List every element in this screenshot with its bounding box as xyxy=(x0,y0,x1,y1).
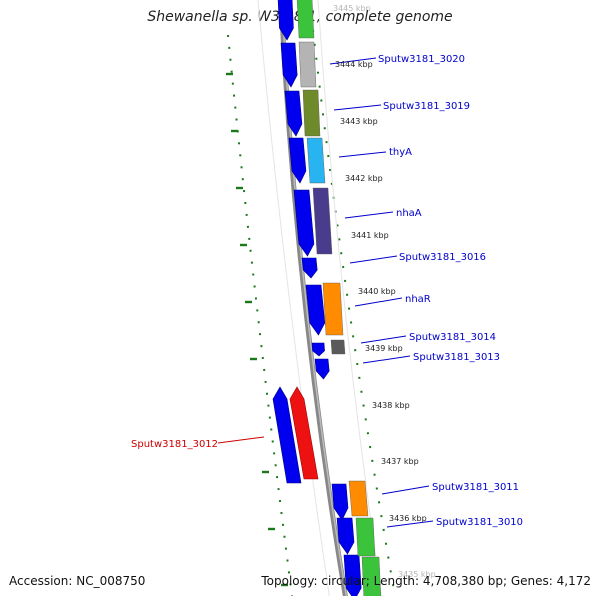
label-leader-line xyxy=(333,104,382,111)
cog-feature xyxy=(355,517,376,557)
gene-label[interactable]: thyA xyxy=(389,147,412,158)
label-leader-line xyxy=(338,151,387,158)
genome-backbone xyxy=(278,0,348,596)
cds-arrow xyxy=(272,386,302,484)
gene-label[interactable]: Sputw3181_3020 xyxy=(378,54,465,65)
kbp-label: 3435 kbp xyxy=(398,570,436,579)
label-leader-line xyxy=(329,57,377,65)
cog-feature xyxy=(361,556,382,596)
label-leader-line xyxy=(349,255,398,264)
cds-arrow xyxy=(284,90,303,137)
kbp-label: 3443 kbp xyxy=(340,117,378,126)
cog-feature xyxy=(312,187,333,255)
gc-skew-track xyxy=(227,34,293,596)
cog-feature xyxy=(306,137,326,184)
label-leader-line xyxy=(381,485,430,495)
cds-arrow xyxy=(311,342,325,357)
outer-dotted-track xyxy=(312,29,396,596)
feature-track-outline xyxy=(257,0,330,596)
label-leader-line xyxy=(354,297,403,307)
gene-label[interactable]: Sputw3181_3010 xyxy=(436,517,523,528)
cog-feature xyxy=(298,41,317,88)
gene-label[interactable]: Sputw3181_3013 xyxy=(413,352,500,363)
kbp-label: 3439 kbp xyxy=(365,344,403,353)
label-leader-line xyxy=(362,355,411,364)
gene-label[interactable]: nhaR xyxy=(405,294,431,305)
cds-arrow xyxy=(314,358,330,380)
kbp-label: 3440 kbp xyxy=(358,287,396,296)
gene-label[interactable]: nhaA xyxy=(396,208,422,219)
cog-feature xyxy=(330,339,346,355)
genome-backbone-highlight xyxy=(281,0,348,596)
cog-feature xyxy=(296,0,315,39)
kbp-label: 3438 kbp xyxy=(372,401,410,410)
gene-label[interactable]: Sputw3181_3016 xyxy=(399,252,486,263)
gene-label[interactable]: Sputw3181_3012 xyxy=(131,439,218,450)
cds-arrow xyxy=(343,554,362,596)
cog-feature xyxy=(322,282,344,336)
cds-arrow-highlighted xyxy=(289,386,319,480)
kbp-label: 3441 kbp xyxy=(351,231,389,240)
kbp-label: 3445 kbp xyxy=(333,4,371,13)
kbp-label: 3444 kbp xyxy=(335,60,373,69)
label-leader-line xyxy=(344,211,394,219)
label-leader-line xyxy=(386,520,434,528)
cds-arrow xyxy=(336,517,355,555)
label-leader-line xyxy=(217,436,265,444)
cds-arrow xyxy=(288,137,307,184)
cds-arrow xyxy=(331,483,349,521)
kbp-label: 3436 kbp xyxy=(389,514,427,523)
cds-arrow xyxy=(277,0,294,41)
gene-label[interactable]: Sputw3181_3014 xyxy=(409,332,496,343)
accession-text: Accession: NC_008750 xyxy=(9,574,146,588)
cog-feature xyxy=(348,480,369,517)
gene-label[interactable]: Sputw3181_3011 xyxy=(432,482,519,493)
cds-arrow xyxy=(301,257,318,279)
label-leader-line xyxy=(360,335,407,344)
cds-arrow xyxy=(305,284,326,336)
cds-arrow xyxy=(293,189,315,257)
cds-arrow xyxy=(280,42,298,88)
kbp-label: 3442 kbp xyxy=(345,174,383,183)
gene-label[interactable]: Sputw3181_3019 xyxy=(383,101,470,112)
cog-feature xyxy=(302,89,321,137)
topology-text: Topology: circular; Length: 4,708,380 bp… xyxy=(261,574,591,588)
kbp-label: 3437 kbp xyxy=(381,457,419,466)
gc-skew-ticks xyxy=(226,72,288,587)
feature-track-outline xyxy=(317,0,382,596)
